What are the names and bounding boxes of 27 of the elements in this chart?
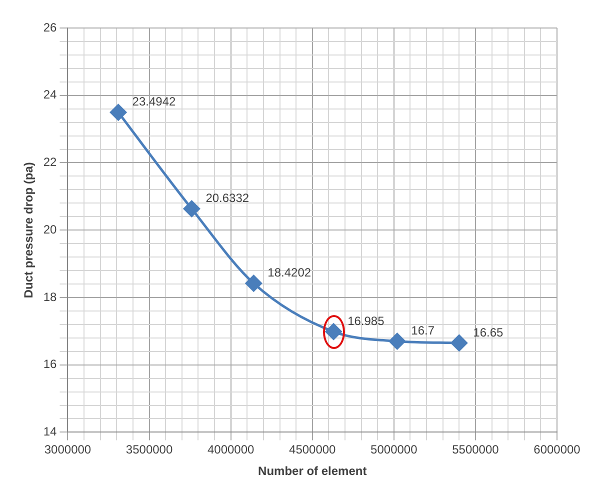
x-tick-label: 6000000 — [534, 442, 581, 457]
x-axis-title: Number of element — [258, 464, 367, 478]
y-tick-label: 20 — [43, 222, 58, 236]
y-tick-label: 16 — [43, 357, 58, 372]
x-tick-label: 4500000 — [289, 442, 336, 457]
point — [450, 334, 468, 352]
x-tick-label: 4000000 — [207, 442, 255, 457]
y-tick-label: 24 — [43, 88, 58, 102]
point — [388, 333, 406, 350]
x-tick-label: 5000000 — [370, 442, 418, 457]
data-label: 23.4942 — [132, 94, 176, 109]
data-label: 16.985 — [348, 314, 385, 328]
x-tick-label: 3000000 — [44, 442, 92, 457]
x-tick-label: 5500000 — [452, 442, 500, 457]
data-label: 20.6332 — [206, 191, 250, 206]
y-tick-label: 26 — [43, 20, 58, 34]
y-tick-label: 18 — [43, 290, 58, 304]
point — [245, 275, 262, 292]
point — [110, 104, 127, 121]
y-tick-label: 14 — [43, 424, 58, 439]
x-tick-label: 3500000 — [126, 442, 173, 457]
y-axis-title: Duct pressure drop (pa) — [22, 162, 36, 298]
data-label: 16.65 — [473, 325, 504, 340]
data-label: 16.7 — [411, 324, 435, 338]
data-label: 18.4202 — [268, 266, 312, 280]
point — [183, 200, 200, 218]
y-tick-label: 22 — [43, 155, 58, 170]
